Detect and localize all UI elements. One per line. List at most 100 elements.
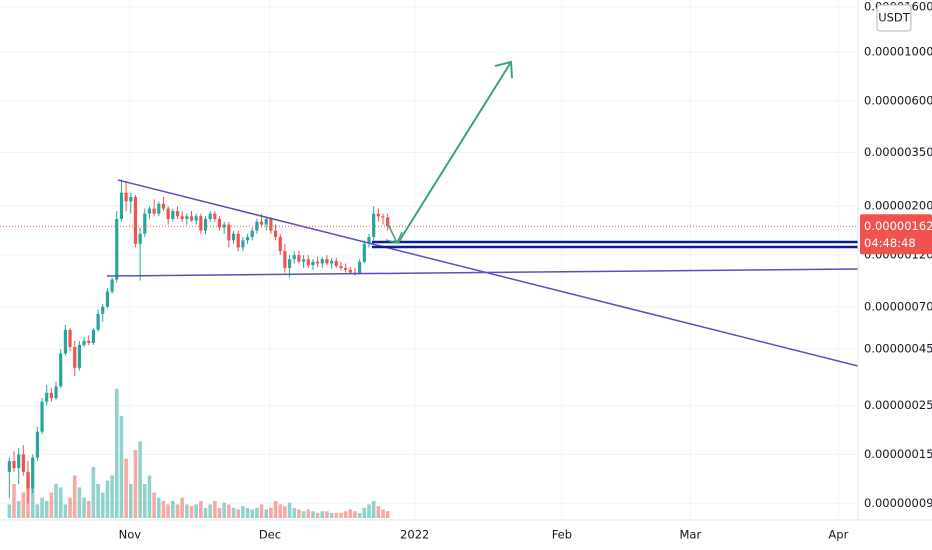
volume-bar xyxy=(180,497,184,518)
volume-bar xyxy=(329,512,334,518)
candle-body xyxy=(241,240,245,248)
x-tick-label: 2022 xyxy=(400,528,429,542)
currency-label: USDT xyxy=(878,11,911,25)
candle-body xyxy=(110,279,114,292)
volume-bar xyxy=(343,511,348,518)
volume-bar xyxy=(185,504,189,518)
candle-body xyxy=(203,218,208,231)
volume-bar xyxy=(297,509,301,518)
candle-body xyxy=(292,255,296,260)
volume-bar xyxy=(339,512,343,518)
volume-bar xyxy=(86,501,91,518)
volume-bar xyxy=(171,501,175,518)
volume-bar xyxy=(166,504,170,518)
volume-bar xyxy=(385,511,390,518)
candle-body xyxy=(87,340,91,343)
candle-body xyxy=(213,213,217,219)
volume-bar xyxy=(301,511,306,518)
grid xyxy=(0,0,858,520)
volume-bar xyxy=(320,511,325,518)
volume-bar xyxy=(147,475,152,518)
candle-body xyxy=(334,260,338,267)
candle-body xyxy=(171,211,175,219)
volume-bar xyxy=(367,504,371,518)
candle-body xyxy=(273,230,278,237)
price-tag xyxy=(860,214,932,255)
volume-bar xyxy=(259,504,264,518)
candle-body xyxy=(175,211,180,217)
candle-body xyxy=(54,386,58,399)
target-arrow xyxy=(397,61,512,244)
volume-bar xyxy=(7,504,12,518)
candle-body xyxy=(316,261,320,264)
candle-body xyxy=(68,329,72,347)
candle-body xyxy=(45,392,49,402)
candle-body xyxy=(166,208,170,219)
volume-bar xyxy=(315,512,320,518)
candle-body xyxy=(222,224,226,228)
volume-bar xyxy=(292,507,297,518)
volume-bar xyxy=(273,501,278,518)
pullback-arrow xyxy=(387,223,398,244)
volume-bar xyxy=(12,484,16,518)
volume-bar xyxy=(105,480,110,518)
volume-bar xyxy=(133,450,138,518)
candle-body xyxy=(339,266,343,268)
candle-body xyxy=(157,203,161,214)
volume-bar xyxy=(241,506,245,518)
volume-bar xyxy=(157,497,161,518)
candle-body xyxy=(199,216,203,231)
volume-bar xyxy=(245,507,250,518)
volume-bar xyxy=(114,388,119,518)
candle-body xyxy=(129,197,133,202)
volume-bar xyxy=(119,416,124,518)
volume-bar xyxy=(199,501,203,518)
volume-bar xyxy=(231,507,236,518)
volume-bar xyxy=(152,492,156,518)
volume-bar xyxy=(16,501,21,518)
volume-bar xyxy=(208,504,212,518)
volume-bar xyxy=(255,507,259,518)
volume-bar xyxy=(269,507,273,518)
candle-body xyxy=(161,203,166,209)
volume-bar xyxy=(283,506,287,518)
candle-body xyxy=(386,217,390,227)
candle-body xyxy=(143,213,147,234)
drawings xyxy=(106,60,859,367)
volume-bar xyxy=(213,501,217,518)
candle-body xyxy=(208,213,212,219)
volume-bar xyxy=(21,492,26,518)
volume-bar xyxy=(49,492,54,518)
candle-body xyxy=(124,192,128,202)
volume-bar xyxy=(68,497,72,518)
volume-bar xyxy=(100,492,105,518)
volume-bar xyxy=(222,502,226,518)
candle-body xyxy=(119,192,124,219)
candle-body xyxy=(348,269,352,273)
candle-body xyxy=(96,313,100,330)
volume-bar xyxy=(227,504,231,518)
volume-bar xyxy=(371,501,376,518)
candle-body xyxy=(147,208,152,214)
candle-body xyxy=(7,460,11,472)
x-tick-label: Dec xyxy=(259,528,281,542)
candle-layer xyxy=(7,179,390,504)
volume-bar xyxy=(128,484,133,518)
candle-body xyxy=(376,213,380,217)
candle-body xyxy=(63,329,67,354)
candle-body xyxy=(301,259,306,262)
candle-body xyxy=(245,236,250,241)
volume-bar xyxy=(334,512,339,518)
candle-body xyxy=(17,454,21,469)
candle-body xyxy=(59,353,63,387)
candle-body xyxy=(297,255,301,262)
candle-body xyxy=(101,306,105,314)
volume-bar xyxy=(96,484,100,518)
volume-bar xyxy=(58,487,63,518)
